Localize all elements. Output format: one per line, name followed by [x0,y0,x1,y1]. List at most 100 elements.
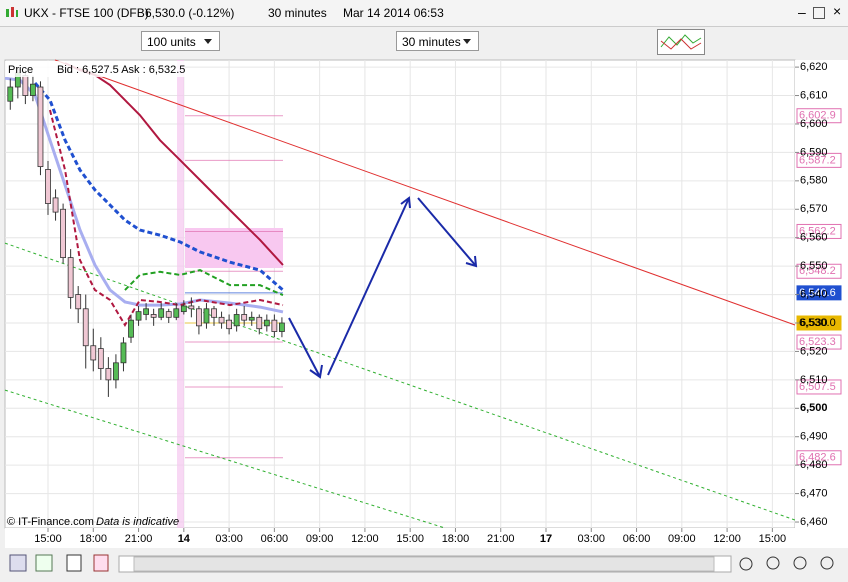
instrument-title: UKX - FTSE 100 (DFB) [24,6,149,20]
candle-body [128,319,134,338]
tool-zoom-in[interactable] [820,556,834,570]
level-label: 6,540.6 [799,287,836,299]
drawn-arrows [288,196,478,379]
candle-body [82,308,89,347]
legend-price: Price [8,64,33,76]
candle-body [22,75,29,96]
level-label: 6,530.0 [799,317,836,329]
level-label: 6,587.2 [799,154,836,166]
y-tick-label: 6,620 [800,61,828,73]
level-tag [796,223,842,239]
x-tick-label: 18:00 [80,533,108,545]
interval: 30 minutes [268,6,327,20]
y-tick-label: 6,560 [800,232,828,244]
candle-body [97,348,104,369]
y-tick-label: 6,460 [800,516,828,528]
candle-body [60,208,66,259]
x-tick-label: 15:00 [759,533,787,545]
tool-notes[interactable] [66,554,82,572]
trend-line [54,59,796,326]
x-tick-label: 14 [178,533,191,545]
candle-body [180,305,187,313]
candle-body [45,169,51,204]
tool-zoom-area[interactable] [766,556,780,570]
y-tick-label: 6,470 [800,488,828,500]
chart: 6,602.9 6,587.2 6,562.2 6,548.2 6,540.6 6,530… [0,59,848,578]
candle-body [188,305,195,310]
x-tick-label: 03:00 [578,533,606,545]
candle-body [279,322,285,332]
legend-box [5,61,185,77]
x-tick-label: 18:00 [442,533,470,545]
candle-body [218,316,225,324]
level-tag [796,152,842,168]
y-tick-label: 6,570 [800,203,828,215]
y-tick-label: 6,610 [800,89,828,101]
app-icon [6,7,18,17]
timeframe-dropdown[interactable]: 30 minutes [396,31,479,51]
level-label: 6,548.2 [799,265,836,277]
x-tick-label: 12:00 [713,533,741,545]
tool-zoom-out[interactable] [793,556,807,570]
y-tick-label: 6,480 [800,459,828,471]
arrow-head [309,364,323,379]
tool-draw[interactable] [93,554,109,572]
candle-body [135,311,142,321]
indicator-line [124,269,284,297]
indicator-button[interactable] [657,29,705,55]
candle-body [67,257,74,298]
tool-zoom-fit[interactable] [739,557,753,571]
level-label: 6,602.9 [799,110,836,122]
arrow-head [400,196,411,209]
y-tick-label: 6,540 [800,288,828,300]
candle-body [211,308,217,318]
scroll-thumb[interactable] [133,556,715,572]
y-tick-label: 6,520 [800,345,828,357]
level-tag [796,263,842,279]
minimize-button[interactable]: – [798,4,806,20]
candle-body [105,368,112,381]
x-tick-label: 15:00 [34,533,62,545]
indicator-line [49,109,284,327]
candle-body [233,314,240,327]
x-tick-label: 21:00 [487,533,515,545]
tool-indicators[interactable] [35,554,53,572]
candle-body [37,86,44,168]
bottom-tools [9,554,834,573]
y-tick-label: 6,590 [800,146,828,158]
x-tick-label: 09:00 [668,533,696,545]
x-tick-label: 09:00 [306,533,334,545]
candle-body [7,86,14,102]
level-tag [796,379,842,395]
level-tag [796,285,842,301]
y-tick-label: 6,490 [800,431,828,443]
tool-cursor[interactable] [9,554,27,572]
level-label: 6,523.3 [799,336,836,348]
legend-quote: Bid : 6,527.5 Ask : 6,532.5 [57,64,185,76]
level-label: 6,562.2 [799,225,836,237]
arrow [288,317,321,378]
candle-body [226,319,232,330]
session-break [177,60,184,528]
level-tag [796,334,842,350]
close-button[interactable]: × [833,3,842,19]
x-tick-label: 17 [540,533,552,545]
x-tick-label: 06:00 [623,533,651,545]
candle-body [143,308,149,315]
plot-area [4,59,796,529]
level-tag [796,108,842,124]
maximize-button[interactable] [813,7,825,19]
y-tick-label: 6,530 [800,317,828,329]
candle-body [271,319,278,332]
level-tag [796,450,842,466]
units-dropdown[interactable]: 100 units [141,31,220,51]
candle-body [30,83,36,96]
candle-body [52,197,59,213]
candle-body [75,294,82,310]
candle-body [248,316,255,321]
y-tick-label: 6,580 [800,175,828,187]
arrow-head [465,255,478,268]
candle-body [241,314,248,321]
candle-body [196,308,202,327]
